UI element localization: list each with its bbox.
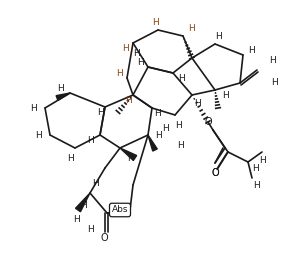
- Polygon shape: [120, 148, 137, 160]
- Text: H: H: [175, 120, 181, 130]
- Polygon shape: [148, 135, 157, 151]
- Text: H: H: [214, 32, 221, 41]
- Text: H: H: [67, 153, 74, 162]
- Polygon shape: [76, 193, 90, 212]
- Text: H: H: [162, 123, 168, 132]
- Text: H: H: [133, 48, 139, 57]
- Text: H: H: [97, 108, 103, 116]
- Text: Abs: Abs: [112, 206, 128, 214]
- Text: H: H: [80, 200, 86, 209]
- Text: H: H: [155, 130, 161, 139]
- Text: H: H: [272, 78, 278, 87]
- Text: O: O: [100, 233, 108, 243]
- Text: H: H: [269, 55, 275, 64]
- Text: H: H: [87, 225, 93, 235]
- Text: H: H: [152, 18, 158, 27]
- Text: O: O: [211, 168, 219, 178]
- Text: H: H: [252, 164, 258, 172]
- Text: H: H: [92, 179, 98, 188]
- Polygon shape: [56, 93, 70, 100]
- Text: H: H: [125, 95, 131, 104]
- Text: H: H: [177, 141, 183, 150]
- Text: H: H: [154, 109, 160, 118]
- Text: H: H: [253, 181, 259, 190]
- Text: H: H: [35, 130, 41, 139]
- Text: O: O: [204, 117, 212, 127]
- Text: H: H: [178, 74, 184, 83]
- Text: H: H: [127, 153, 133, 162]
- Text: H: H: [116, 69, 122, 78]
- Text: H: H: [137, 57, 143, 67]
- Text: H: H: [122, 43, 128, 53]
- Text: H: H: [222, 90, 229, 99]
- Text: H: H: [87, 136, 93, 144]
- Text: H: H: [248, 46, 254, 55]
- Text: H: H: [30, 104, 36, 113]
- Text: H: H: [57, 83, 63, 92]
- Text: H: H: [73, 216, 80, 225]
- Text: O: O: [211, 168, 219, 178]
- Text: H: H: [194, 99, 200, 108]
- Text: H: H: [259, 155, 265, 165]
- Text: H: H: [188, 24, 194, 32]
